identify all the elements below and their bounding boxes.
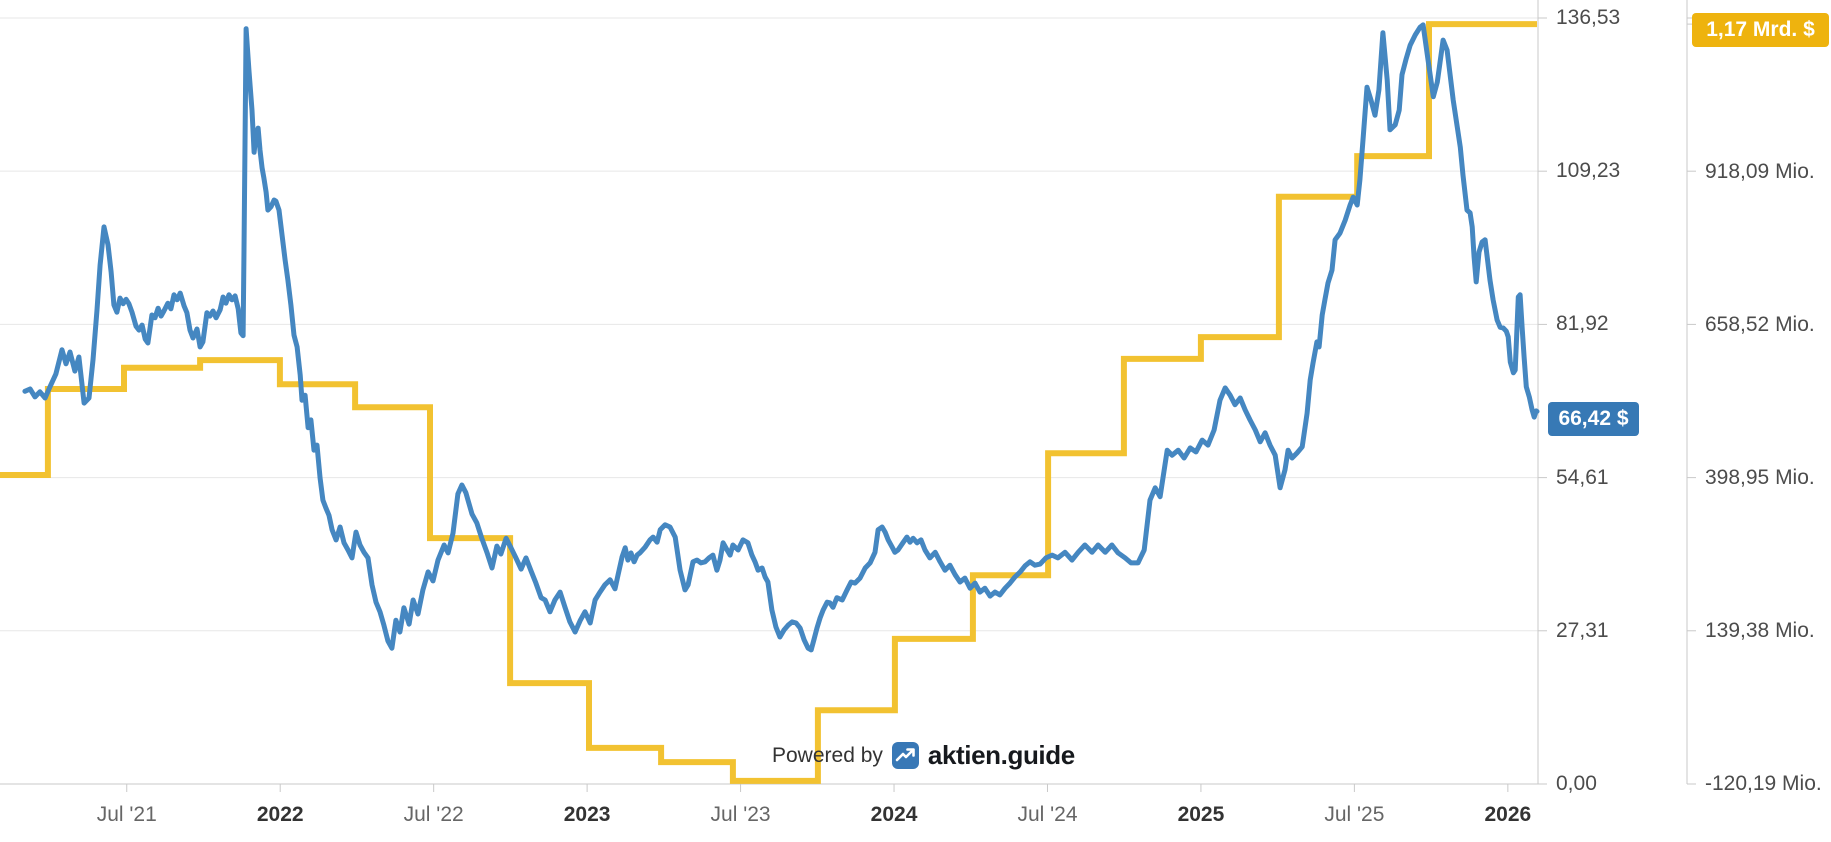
metric-axis-tick-label: -120,19 Mio. — [1705, 772, 1822, 795]
x-axis-label: 2024 — [870, 803, 918, 826]
x-axis-label: 2023 — [563, 803, 611, 826]
x-axis-label: Jul '22 — [403, 803, 464, 826]
watermark: Powered by aktien.guide — [772, 740, 1075, 771]
x-axis-label: 2026 — [1484, 803, 1532, 826]
metric-axis-tick-label: 398,95 Mio. — [1705, 466, 1815, 489]
price-line-series[interactable] — [22, 22, 1540, 653]
price-axis-tick-label: 54,61 — [1556, 465, 1609, 489]
price-axis-tick-label: 27,31 — [1556, 618, 1609, 642]
price-axis-tick-label: 109,23 — [1556, 159, 1621, 183]
x-axis-label: Jul '25 — [1324, 803, 1385, 826]
price-axis-tick-label: 136,53 — [1556, 6, 1621, 29]
aktien-guide-logo-icon[interactable] — [891, 742, 919, 769]
x-axis-label: Jul '23 — [710, 803, 771, 826]
price-axis-tick-label: 0,00 — [1556, 772, 1597, 795]
powered-by-text: Powered by — [772, 743, 883, 767]
x-axis-label: 2022 — [256, 803, 304, 826]
trend-arrow-icon — [895, 748, 915, 762]
metric-step-series[interactable] — [0, 21, 1537, 784]
x-axis-label: 2025 — [1177, 803, 1225, 826]
metric-axis-tick-label: 139,38 Mio. — [1705, 619, 1815, 642]
brand-text[interactable]: aktien.guide — [927, 740, 1075, 770]
x-axis-label: Jul '21 — [96, 803, 157, 826]
x-axis-label: Jul '24 — [1017, 803, 1078, 826]
metric-axis-tick-label: 918,09 Mio. — [1705, 160, 1815, 183]
metric-last-value-badge: 1,17 Mrd. $ — [1692, 13, 1829, 47]
metric-axis-tick-label: 658,52 Mio. — [1705, 313, 1815, 336]
price-last-value-badge: 66,42 $ — [1548, 402, 1639, 436]
price-axis-tick-label: 81,92 — [1556, 312, 1609, 336]
